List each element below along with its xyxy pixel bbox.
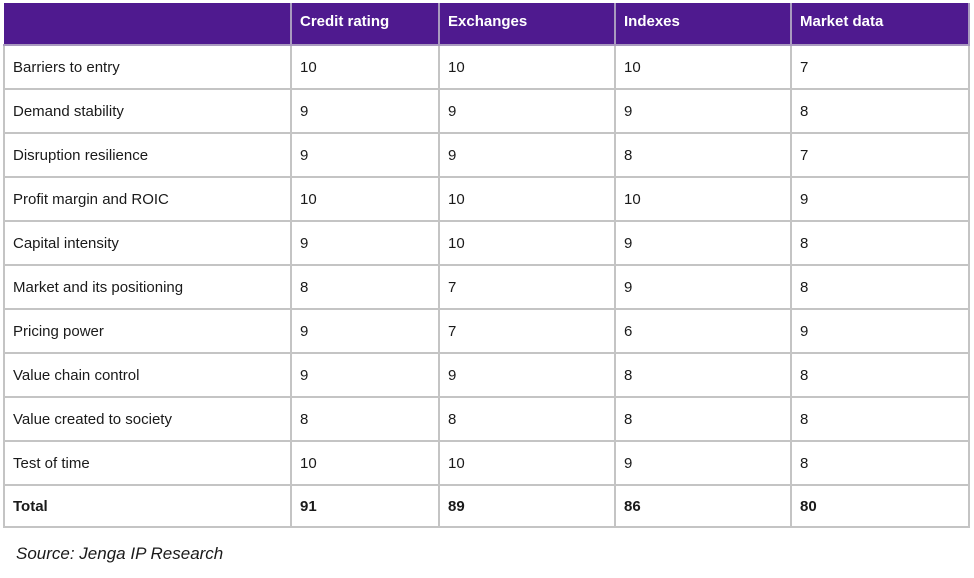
header-cell-credit-rating: Credit rating [290,3,440,46]
header-cell-indexes: Indexes [614,3,792,46]
table-cell: 8 [438,396,616,442]
table-cell: 8 [790,264,970,310]
table-cell: 10 [290,440,440,486]
total-cell-credit-rating: 91 [290,484,440,528]
total-cell-exchanges: 89 [438,484,616,528]
table-cell: 9 [614,440,792,486]
table-cell: 10 [438,176,616,222]
header-cell-market-data: Market data [790,3,970,46]
row-label: Barriers to entry [3,44,292,90]
table-cell: 8 [614,396,792,442]
table-row: Test of time 10 10 9 8 [3,440,970,486]
table-row: Pricing power 9 7 6 9 [3,308,970,354]
table-cell: 6 [614,308,792,354]
table-cell: 9 [614,88,792,134]
table-cell: 8 [790,88,970,134]
table-cell: 7 [790,44,970,90]
table-cell: 8 [614,132,792,178]
table-cell: 8 [290,396,440,442]
table-cell: 9 [438,132,616,178]
row-label: Value chain control [3,352,292,398]
table-row: Profit margin and ROIC 10 10 10 9 [3,176,970,222]
scores-table: Credit rating Exchanges Indexes Market d… [3,3,970,528]
table-cell: 10 [438,440,616,486]
row-label: Demand stability [3,88,292,134]
table-cell: 10 [438,44,616,90]
table-cell: 7 [790,132,970,178]
table-cell: 8 [790,440,970,486]
total-row: Total 91 89 86 80 [3,484,970,528]
header-cell-exchanges: Exchanges [438,3,616,46]
total-cell-indexes: 86 [614,484,792,528]
table-cell: 10 [290,44,440,90]
table-cell: 9 [438,88,616,134]
table-cell: 8 [790,352,970,398]
table-cell: 9 [290,88,440,134]
row-label: Value created to society [3,396,292,442]
table-cell: 9 [290,220,440,266]
table-cell: 7 [438,264,616,310]
table-cell: 9 [790,308,970,354]
row-label: Test of time [3,440,292,486]
source-caption: Source: Jenga IP Research [16,544,224,563]
table-cell: 9 [614,264,792,310]
total-label: Total [3,484,292,528]
table-cell: 8 [790,220,970,266]
header-cell-criteria [4,3,292,46]
table-cell: 9 [614,220,792,266]
table-row: Demand stability 9 9 9 8 [3,88,970,134]
total-cell-market-data: 80 [790,484,970,528]
table-cell: 10 [438,220,616,266]
table-cell: 7 [438,308,616,354]
table-header-row: Credit rating Exchanges Indexes Market d… [4,3,970,46]
table-row: Market and its positioning 8 7 9 8 [3,264,970,310]
table-cell: 9 [290,132,440,178]
row-label: Profit margin and ROIC [3,176,292,222]
table-cell: 8 [614,352,792,398]
table-row: Capital intensity 9 10 9 8 [3,220,970,266]
table-cell: 10 [614,44,792,90]
table-cell: 10 [290,176,440,222]
row-label: Pricing power [3,308,292,354]
table-cell: 9 [438,352,616,398]
table-cell: 8 [790,396,970,442]
row-label: Capital intensity [3,220,292,266]
row-label: Market and its positioning [3,264,292,310]
table-cell: 10 [614,176,792,222]
table-row: Barriers to entry 10 10 10 7 [3,44,970,90]
row-label: Disruption resilience [3,132,292,178]
table-cell: 8 [290,264,440,310]
table-row: Value created to society 8 8 8 8 [3,396,970,442]
table-cell: 9 [790,176,970,222]
table-row: Value chain control 9 9 8 8 [3,352,970,398]
scores-table-container: Credit rating Exchanges Indexes Market d… [3,3,970,528]
table-cell: 9 [290,352,440,398]
table-cell: 9 [290,308,440,354]
table-row: Disruption resilience 9 9 8 7 [3,132,970,178]
